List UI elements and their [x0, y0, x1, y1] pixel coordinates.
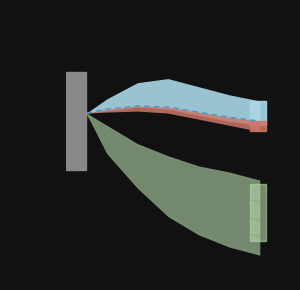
Bar — [66, 72, 86, 154]
Bar — [66, 154, 86, 170]
